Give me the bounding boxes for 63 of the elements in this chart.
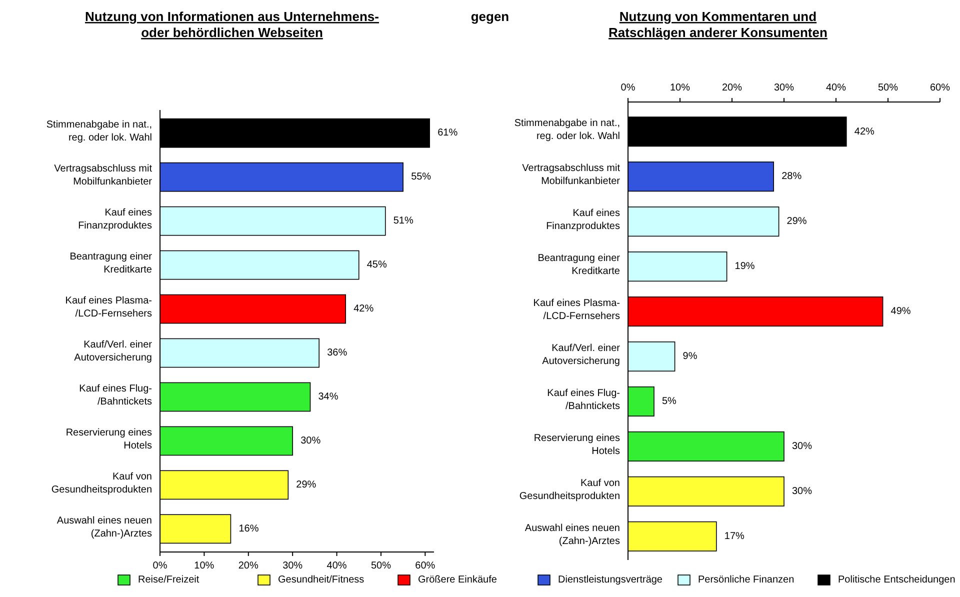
x-tick-label: 30% (774, 82, 794, 94)
text: 30% (792, 441, 812, 452)
legend-label: Dienstleistungsverträge (558, 574, 663, 586)
x-tick-label: 30% (282, 560, 303, 572)
y-tick-label: Vertragsabschluss mit Mobilfunkanbieter (54, 163, 153, 188)
legend-label: Reise/Freizeit (138, 574, 200, 586)
x-tick-label: 40% (826, 82, 846, 94)
text: 51% (393, 216, 414, 227)
x-tick-label: 20% (722, 82, 742, 94)
y-tick-label: Kauf eines Finanzproduktes (546, 208, 620, 232)
text: 36% (327, 348, 348, 359)
y-tick-label: Kauf/Verl. einer Autoversicherung (74, 339, 153, 364)
y-tick-label: Beantragung einer Kreditkarte (538, 252, 621, 277)
text: 9% (682, 351, 698, 362)
x-tick-label: 60% (930, 82, 950, 94)
y-tick-label: Vertragsabschluss mit Mobilfunkanbieter (522, 162, 621, 187)
text: 19% (734, 261, 755, 272)
legend-label: Persönliche Finanzen (698, 574, 794, 586)
y-tick-label: Kauf eines Flug- /Bahntickets (547, 388, 620, 412)
y-tick-label: Kauf eines Finanzproduktes (78, 207, 152, 232)
y-tick-label: Kauf eines Flug- /Bahntickets (79, 383, 152, 408)
text: 30% (792, 486, 812, 498)
text: 61% (438, 128, 458, 139)
y-tick-label: Kauf von Gesundheitsprodukten (51, 471, 152, 496)
text: 34% (318, 392, 338, 403)
y-tick-label: Auswahl eines neuen (Zahn-)Arztes (56, 515, 152, 540)
text: 45% (366, 260, 387, 271)
text: 29% (786, 216, 807, 228)
y-tick-label: Kauf eines Plasma- /LCD-Fernsehers (65, 295, 152, 320)
y-tick-label: Kauf/Verl. einer Autoversicherung (542, 342, 621, 367)
x-tick-label: 20% (238, 560, 258, 572)
chart-title: Nutzung von Kommentaren und Ratschlägen anderer Konsumenten (608, 9, 828, 40)
y-tick-label: Kauf von Gesundheitsprodukten (519, 478, 620, 502)
y-tick-label: Stimmenabgabe in nat., reg. oder lok. Wahl (46, 119, 152, 144)
text: gegen (470, 9, 510, 24)
y-tick-label: Beantragung einer Kreditkarte (70, 251, 153, 276)
y-tick-label: Reservierung eines Hotels (534, 432, 620, 457)
x-tick-label: 10% (670, 82, 690, 94)
text: 17% (724, 531, 744, 542)
x-tick-label: 0% (620, 82, 636, 94)
x-tick-label: 0% (152, 560, 168, 572)
text: 42% (354, 304, 374, 315)
text: 29% (296, 480, 316, 491)
x-tick-label: 50% (878, 82, 898, 94)
text: 30% (300, 436, 321, 447)
chart-title: Nutzung von Informationen aus Unternehmens- oder behördlichen Webseiten (85, 9, 379, 40)
y-tick-label: Stimmenabgabe in nat., reg. oder lok. Wahl (514, 118, 620, 142)
legend-label: Größere Einkäufe (418, 574, 498, 586)
x-tick-label: 50% (370, 560, 392, 572)
text: 16% (238, 524, 259, 535)
x-tick-label: 10% (194, 560, 214, 572)
legend-label: Politische Entscheidungen (838, 574, 956, 586)
text: 49% (890, 306, 911, 318)
x-tick-label: 60% (415, 560, 436, 572)
text: 28% (782, 171, 802, 182)
text: 42% (854, 126, 874, 138)
y-tick-label: Auswahl eines neuen (Zahn-)Arztes (524, 522, 620, 547)
y-tick-label: Reservierung eines Hotels (66, 427, 152, 452)
y-tick-label: Kauf eines Plasma- /LCD-Fernsehers (533, 298, 620, 322)
text: 55% (411, 172, 432, 183)
x-tick-label: 40% (326, 560, 347, 572)
text: 5% (662, 396, 676, 408)
legend-label: Gesundheit/Fitness (278, 574, 364, 586)
